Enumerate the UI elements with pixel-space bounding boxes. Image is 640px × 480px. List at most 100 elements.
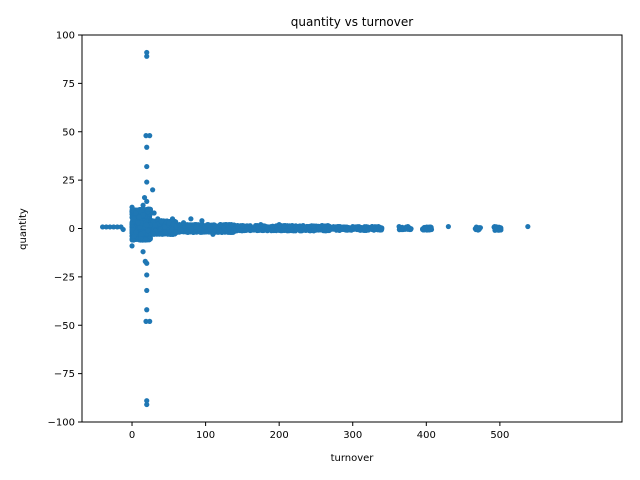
data-point (143, 318, 149, 324)
data-point (147, 222, 153, 228)
data-point (144, 49, 150, 56)
data-point (445, 223, 451, 230)
data-point (188, 226, 194, 232)
data-point (144, 198, 150, 205)
x-tick-label: 100 (196, 430, 215, 441)
x-tick-label: 200 (270, 430, 289, 441)
data-point (152, 222, 158, 228)
data-point (158, 218, 165, 224)
data-point (140, 249, 146, 255)
data-point (287, 223, 293, 230)
data-point (316, 225, 322, 231)
data-point (142, 237, 148, 243)
data-point (525, 223, 531, 230)
data-point (276, 222, 282, 228)
data-point (217, 222, 223, 228)
data-point (145, 227, 151, 234)
data-point (162, 229, 168, 235)
data-point (162, 224, 168, 230)
y-tick-label: 25 (62, 176, 75, 187)
data-point (497, 225, 503, 232)
data-point (344, 225, 351, 231)
y-tick-label: −25 (54, 272, 75, 283)
data-point (144, 144, 150, 150)
data-point (143, 222, 150, 228)
data-point (258, 222, 264, 228)
y-axis-ticks: −100 −75 −50 −25 0 25 50 75 100 (48, 31, 82, 429)
data-point (103, 224, 109, 230)
chart-title: quantity vs turnover (291, 15, 413, 29)
data-point (322, 226, 328, 233)
data-point (295, 225, 301, 231)
data-point (199, 218, 205, 224)
data-point (396, 223, 402, 230)
data-point (144, 398, 150, 404)
data-point (151, 231, 157, 237)
data-point (210, 231, 216, 237)
y-tick-label: −75 (54, 369, 75, 380)
data-point (239, 223, 245, 229)
x-tick-label: 400 (417, 430, 436, 441)
data-point (100, 224, 106, 230)
y-tick-label: 0 (69, 224, 75, 235)
data-point (173, 229, 179, 235)
data-point (281, 223, 287, 229)
data-point (107, 224, 113, 230)
data-point (143, 133, 149, 139)
data-point (133, 210, 139, 216)
data-point (305, 223, 312, 230)
data-point (147, 318, 153, 324)
data-point (235, 223, 241, 229)
data-point (275, 227, 281, 233)
data-point (144, 272, 150, 278)
data-point (186, 222, 192, 228)
data-point (378, 227, 385, 233)
data-point (204, 222, 210, 228)
y-tick-label: −50 (54, 321, 75, 332)
data-point (144, 163, 150, 170)
data-point (177, 226, 183, 233)
data-point (228, 222, 234, 228)
y-tick-label: 75 (62, 79, 75, 90)
data-point (475, 225, 481, 232)
data-point (133, 229, 139, 235)
data-point (193, 224, 199, 230)
data-point (158, 231, 164, 237)
data-point (310, 223, 316, 229)
y-axis-title: quantity (18, 208, 29, 250)
data-point (111, 224, 117, 230)
data-point (136, 214, 142, 220)
y-tick-label: 100 (56, 31, 75, 42)
data-point (120, 226, 126, 233)
data-point (135, 220, 141, 226)
data-point (269, 227, 275, 233)
data-point (368, 225, 374, 232)
data-point (203, 229, 209, 235)
data-point (188, 216, 194, 222)
data-point (130, 216, 137, 222)
data-point (224, 222, 231, 228)
data-point (357, 225, 363, 232)
data-point (493, 225, 499, 232)
data-point (169, 216, 176, 222)
x-tick-label: 500 (490, 430, 509, 441)
data-point (129, 204, 135, 210)
y-tick-label: −100 (48, 418, 75, 429)
data-point (145, 206, 151, 212)
data-point (144, 287, 150, 294)
data-points (100, 49, 531, 408)
data-point (211, 223, 218, 229)
data-point (147, 133, 153, 139)
data-point (140, 202, 146, 208)
data-point (180, 220, 187, 226)
x-tick-label: 0 (129, 430, 135, 441)
data-point (166, 220, 172, 226)
data-point (129, 243, 135, 249)
data-point (114, 224, 120, 230)
data-point (311, 228, 317, 234)
y-tick-label: 50 (62, 127, 75, 138)
x-axis-ticks: 0 100 200 300 400 500 (129, 422, 509, 441)
data-point (251, 227, 257, 233)
data-point (150, 187, 156, 193)
